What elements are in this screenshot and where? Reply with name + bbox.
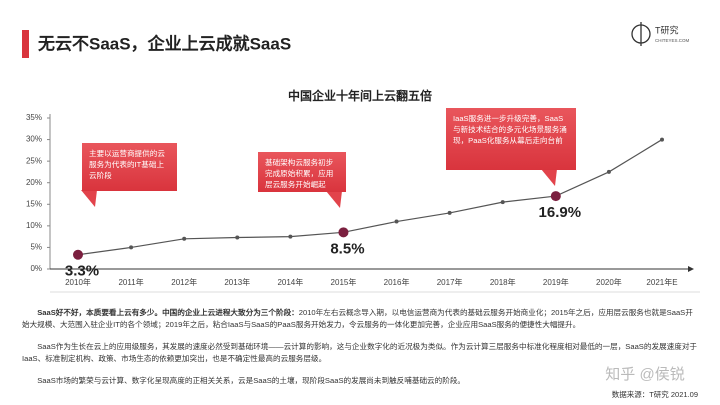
paragraph: SaaS好不好，本质要看上云有多少。中国的企业上云进程大致分为三个阶段：2010… [22, 307, 698, 331]
callout: IaaS服务进一步升级完善，SaaS与新技术结合的多元化场景服务涌现，PaaS化… [446, 108, 576, 170]
logo-sub: CHITEYES.COM [655, 38, 690, 43]
logo: T研究 [655, 24, 679, 35]
x-tick-label: 2020年 [596, 277, 622, 287]
point [129, 245, 134, 250]
y-tick-label: 35% [26, 113, 42, 122]
x-tick-label: 2010年 [65, 277, 91, 287]
y-tick-label: 5% [30, 243, 42, 252]
point [73, 249, 83, 260]
callout-pointer [326, 191, 342, 208]
y-tick-label: 25% [26, 156, 42, 165]
point [394, 219, 399, 224]
paragraph-lead: SaaS好不好，本质要看上云有多少。中国的企业上云进程大致分为三个阶段： [37, 308, 299, 317]
point [660, 137, 664, 142]
source: 数据来源：T研究 2021.09 [612, 389, 698, 399]
data-label: 16.9% [539, 204, 582, 221]
paragraph: SaaS作为生长在云上的应用级服务，其发展的速度必然受到基础环境——云计算的影响… [22, 341, 698, 365]
paragraph-text: SaaS作为生长在云上的应用级服务，其发展的速度必然受到基础环境——云计算的影响… [22, 342, 698, 363]
x-tick-label: 2016年 [384, 277, 410, 287]
point [550, 191, 561, 202]
chart-title: 中国企业十年间上云翻五倍 [288, 88, 432, 103]
paragraph: SaaS市场的繁荣与云计算、数字化呈现高度的正相关关系，云是SaaS的土壤，现阶… [22, 375, 698, 387]
watermark: 知乎 @侯锐 [605, 366, 684, 383]
paragraph-text: SaaS市场的繁荣与云计算、数字化呈现高度的正相关关系，云是SaaS的土壤，现阶… [37, 376, 466, 385]
x-tick-label: 2019年 [543, 277, 569, 287]
point [235, 235, 240, 240]
x-tick-label: 2015年 [331, 277, 357, 287]
point [338, 227, 349, 238]
y-tick-label: 10% [26, 221, 42, 230]
x-tick-label: 2014年 [277, 277, 303, 287]
x-tick-label: 2021年E [646, 277, 677, 287]
x-tick-label: 2018年 [490, 277, 516, 287]
callout-pointer [541, 169, 557, 186]
callout-pointer [81, 190, 97, 207]
title-bar [22, 30, 29, 58]
paragraph-text: 2010年左右云概念导入期，以电信运营商为代表的基础云服务开始商业化；2015年… [22, 308, 693, 329]
point [182, 236, 187, 241]
x-tick-label: 2017年 [437, 277, 463, 287]
slide-title: 无云不SaaS，企业上云成就SaaS [37, 33, 291, 53]
point [606, 169, 611, 174]
data-label: 8.5% [330, 240, 364, 257]
y-tick-label: 15% [26, 199, 42, 208]
point [288, 234, 293, 239]
y-tick-label: 30% [26, 135, 42, 144]
line [77, 139, 663, 256]
x-tick-label: 2012年 [171, 277, 197, 287]
callout: 基础架构云服务初步完成原始积累，应用层云服务开始崛起 [258, 152, 346, 192]
data-label: 3.3% [65, 263, 99, 280]
callout: 主要以运营商提供的云服务为代表的IT基础上云阶段 [82, 143, 177, 191]
point [447, 210, 452, 215]
y-tick-label: 20% [26, 178, 42, 187]
point [500, 200, 505, 205]
x-tick-label: 2011年 [118, 277, 143, 287]
y-tick-label: 0% [30, 264, 42, 273]
x-tick-label: 2013年 [224, 277, 250, 287]
axis-arrow [688, 266, 694, 272]
